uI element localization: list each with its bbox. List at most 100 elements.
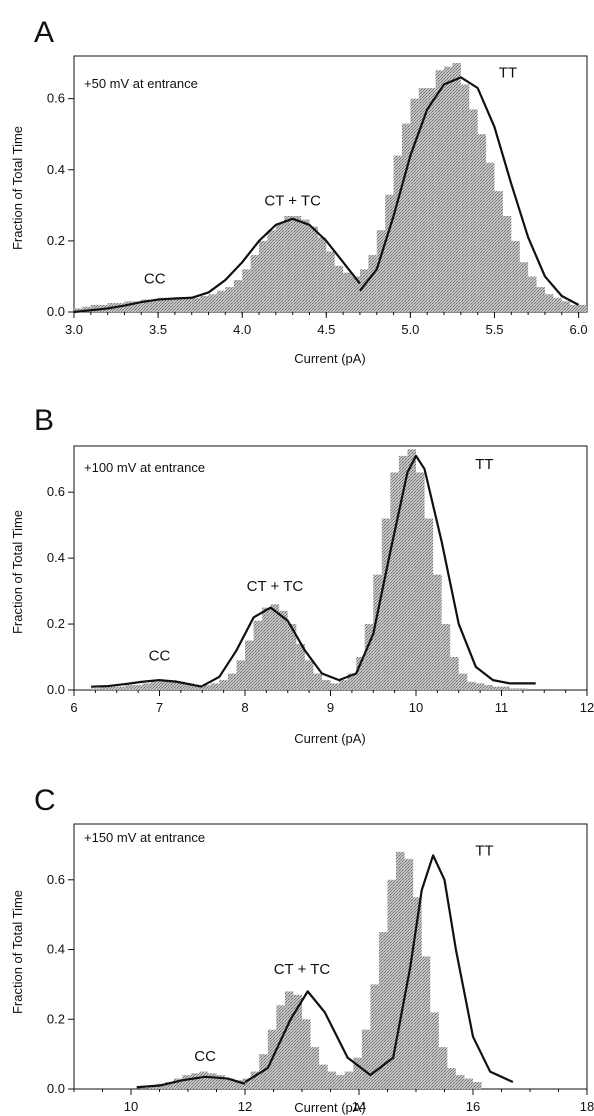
histogram-bar bbox=[435, 70, 445, 312]
histogram-bar bbox=[293, 994, 302, 1089]
histogram-bar bbox=[82, 306, 91, 312]
histogram-bar bbox=[185, 683, 194, 690]
histogram-bar bbox=[430, 1012, 439, 1089]
histogram-bar bbox=[536, 287, 545, 312]
histogram-bar bbox=[74, 308, 83, 312]
histogram-bar bbox=[528, 276, 537, 312]
panel-letter: C bbox=[34, 784, 56, 817]
histogram-bar bbox=[301, 219, 310, 312]
y-axis-title: Fraction of Total Time bbox=[10, 510, 25, 634]
histogram-bars bbox=[74, 63, 587, 312]
histogram-bar bbox=[447, 1068, 456, 1089]
fit-curve bbox=[201, 454, 536, 688]
peak-label: CT + TC bbox=[264, 192, 321, 209]
histogram-bar bbox=[460, 84, 470, 312]
histogram-bar bbox=[373, 574, 382, 690]
histogram-bar bbox=[473, 1082, 482, 1089]
y-tick-label: 0.4 bbox=[47, 550, 65, 565]
histogram-bar bbox=[242, 1078, 251, 1089]
histogram-bar bbox=[108, 686, 117, 690]
histogram-bar bbox=[570, 304, 579, 312]
axes: 10 12 14 16 18 0.0 0.2 0.4 0.6 bbox=[47, 872, 594, 1114]
histogram-bar bbox=[378, 932, 388, 1089]
fit-curve bbox=[244, 854, 514, 1084]
histogram-bar bbox=[458, 673, 468, 690]
peak-label: CT + TC bbox=[247, 578, 304, 595]
histogram-bar bbox=[475, 683, 485, 690]
histogram-bar bbox=[245, 640, 254, 690]
histogram-bar bbox=[452, 63, 461, 312]
histogram-bar bbox=[578, 304, 587, 312]
fit-curve bbox=[359, 76, 580, 306]
histogram-bar bbox=[304, 660, 314, 690]
axes: 6 7 8 9 10 11 12 0.0 0.2 0.4 0.6 bbox=[47, 484, 594, 715]
x-tick-label: 5.0 bbox=[401, 322, 419, 337]
y-tick-label: 0.0 bbox=[47, 1081, 65, 1096]
panel-letter: A bbox=[34, 16, 54, 49]
x-axis-title: Current (pA) bbox=[294, 351, 366, 366]
histogram-bar bbox=[267, 230, 276, 312]
histogram-bar bbox=[124, 301, 133, 312]
histogram-bar bbox=[227, 673, 237, 690]
panel-a: A +50 mV at entrance Current (pA) Fracti… bbox=[10, 16, 588, 366]
histogram-bar bbox=[368, 255, 377, 312]
histogram-bar bbox=[370, 984, 379, 1089]
peak-label: TT bbox=[475, 842, 493, 859]
x-tick-label: 6.0 bbox=[570, 322, 588, 337]
histogram-bar bbox=[166, 297, 175, 312]
histogram-bar bbox=[148, 1085, 157, 1089]
peak-label: CT + TC bbox=[274, 961, 331, 978]
y-tick-label: 0.4 bbox=[47, 162, 65, 177]
histogram-bar bbox=[351, 276, 360, 312]
histogram-bar bbox=[250, 1071, 260, 1089]
histogram-bar bbox=[279, 610, 288, 690]
histogram-bar bbox=[156, 1083, 166, 1089]
histogram-bar bbox=[233, 280, 243, 312]
histogram-bar bbox=[413, 897, 422, 1089]
histogram-bar bbox=[467, 681, 476, 690]
panel-letter: B bbox=[34, 404, 54, 437]
histogram-bar bbox=[142, 683, 151, 690]
histogram-bar bbox=[347, 673, 357, 690]
histogram-bar bbox=[149, 299, 159, 312]
histogram-bar bbox=[484, 685, 493, 690]
histogram-bar bbox=[193, 685, 203, 690]
histogram-bar bbox=[544, 294, 554, 312]
histogram-bar bbox=[518, 688, 528, 690]
y-tick-label: 0.2 bbox=[47, 1011, 65, 1026]
histogram-bar bbox=[233, 1080, 243, 1089]
histogram-bar bbox=[275, 223, 285, 312]
panel-c: C +150 mV at entrance Current (pA) Fract… bbox=[10, 784, 594, 1115]
histogram-bar bbox=[407, 449, 416, 690]
x-tick-label: 8 bbox=[241, 700, 248, 715]
histogram-bar bbox=[168, 680, 177, 690]
histogram-bar bbox=[191, 297, 201, 312]
histogram-bar bbox=[199, 1071, 208, 1089]
x-tick-label: 10 bbox=[124, 1099, 138, 1114]
x-tick-label: 5.5 bbox=[485, 322, 503, 337]
histogram-bar bbox=[190, 1073, 200, 1089]
histogram-bar bbox=[207, 1073, 217, 1089]
histogram-bar bbox=[441, 624, 451, 690]
histogram-bar bbox=[450, 657, 459, 690]
histogram-bar bbox=[486, 162, 495, 312]
histogram-bar bbox=[284, 216, 293, 312]
panel-b: B +100 mV at entrance Current (pA) Fract… bbox=[10, 404, 594, 746]
peak-label: TT bbox=[475, 456, 493, 473]
y-tick-label: 0.6 bbox=[47, 91, 65, 106]
y-tick-label: 0.6 bbox=[47, 872, 65, 887]
fit-curves bbox=[73, 76, 580, 314]
histogram-bar bbox=[390, 472, 399, 690]
histogram-bar bbox=[116, 303, 125, 312]
histogram-bar bbox=[376, 230, 386, 312]
x-tick-label: 4.5 bbox=[317, 322, 335, 337]
histogram-bar bbox=[183, 297, 192, 312]
histogram-bar bbox=[176, 681, 186, 690]
x-tick-label: 3.5 bbox=[149, 322, 167, 337]
histogram-bar bbox=[242, 269, 251, 312]
histogram-bar bbox=[494, 191, 503, 312]
histogram-bar bbox=[133, 685, 143, 690]
y-axis-title: Fraction of Total Time bbox=[10, 890, 25, 1014]
histogram-bar bbox=[410, 98, 419, 312]
